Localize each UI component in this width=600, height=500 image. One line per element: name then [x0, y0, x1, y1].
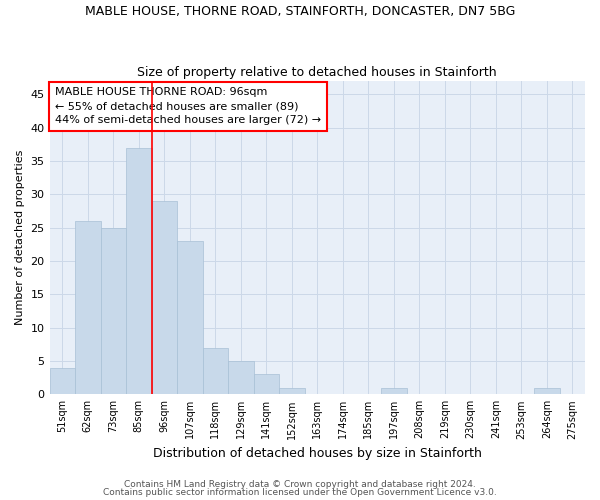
Text: MABLE HOUSE THORNE ROAD: 96sqm
← 55% of detached houses are smaller (89)
44% of : MABLE HOUSE THORNE ROAD: 96sqm ← 55% of … — [55, 88, 321, 126]
Y-axis label: Number of detached properties: Number of detached properties — [15, 150, 25, 326]
Bar — [254, 374, 279, 394]
Bar — [75, 221, 101, 394]
Text: MABLE HOUSE, THORNE ROAD, STAINFORTH, DONCASTER, DN7 5BG: MABLE HOUSE, THORNE ROAD, STAINFORTH, DO… — [85, 5, 515, 18]
Bar — [101, 228, 126, 394]
Bar — [126, 148, 152, 394]
Bar — [381, 388, 407, 394]
Bar — [203, 348, 228, 395]
Bar — [50, 368, 75, 394]
Bar — [152, 201, 177, 394]
Bar — [177, 241, 203, 394]
X-axis label: Distribution of detached houses by size in Stainforth: Distribution of detached houses by size … — [153, 447, 482, 460]
Text: Contains public sector information licensed under the Open Government Licence v3: Contains public sector information licen… — [103, 488, 497, 497]
Text: Contains HM Land Registry data © Crown copyright and database right 2024.: Contains HM Land Registry data © Crown c… — [124, 480, 476, 489]
Bar — [279, 388, 305, 394]
Bar — [534, 388, 560, 394]
Bar — [228, 361, 254, 394]
Title: Size of property relative to detached houses in Stainforth: Size of property relative to detached ho… — [137, 66, 497, 78]
